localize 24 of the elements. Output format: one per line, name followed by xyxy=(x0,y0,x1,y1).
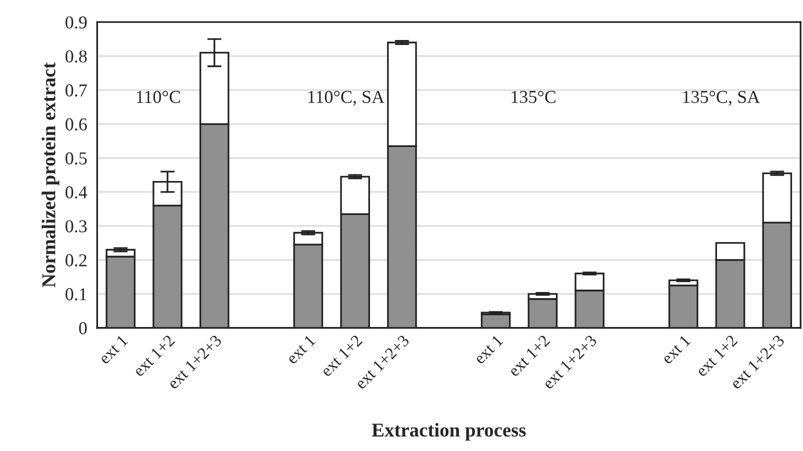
y-tick-label: 0.9 xyxy=(66,16,87,29)
x-tick-label: ext 1 xyxy=(286,334,316,365)
x-tick-label: ext 1+2 xyxy=(320,334,363,378)
x-tick-label: ext 1 xyxy=(660,334,691,365)
y-tick-label: 0.5 xyxy=(66,152,87,165)
x-tick-label: ext 1 xyxy=(98,334,128,365)
y-tick-label: 0.4 xyxy=(66,186,88,198)
y-tick-label: 0.1 xyxy=(66,288,86,300)
x-tick-label: ext 1 xyxy=(473,334,504,365)
y-tick-label: 0.3 xyxy=(66,220,87,232)
y-axis-title: Normalized protein extract xyxy=(42,62,60,288)
annotation: 110°C, SA xyxy=(308,90,384,106)
y-tick-label: 0.7 xyxy=(66,84,87,97)
y-tick-label: 0.8 xyxy=(66,50,87,63)
y-tick-label: 0.2 xyxy=(66,254,86,266)
x-tick-label: ext 1+2 xyxy=(508,334,550,378)
annotation: 135°C, SA xyxy=(683,90,760,106)
annotation: 110°C xyxy=(136,90,180,104)
x-axis-title: Extraction process xyxy=(372,422,526,441)
annotation: 135°C xyxy=(512,90,556,104)
y-tick-label: 0 xyxy=(79,322,87,334)
x-tick-label: ext 1+2 xyxy=(132,334,176,378)
x-tick-label: ext 1+2 xyxy=(695,334,738,378)
y-tick-label: 0.6 xyxy=(66,118,87,131)
